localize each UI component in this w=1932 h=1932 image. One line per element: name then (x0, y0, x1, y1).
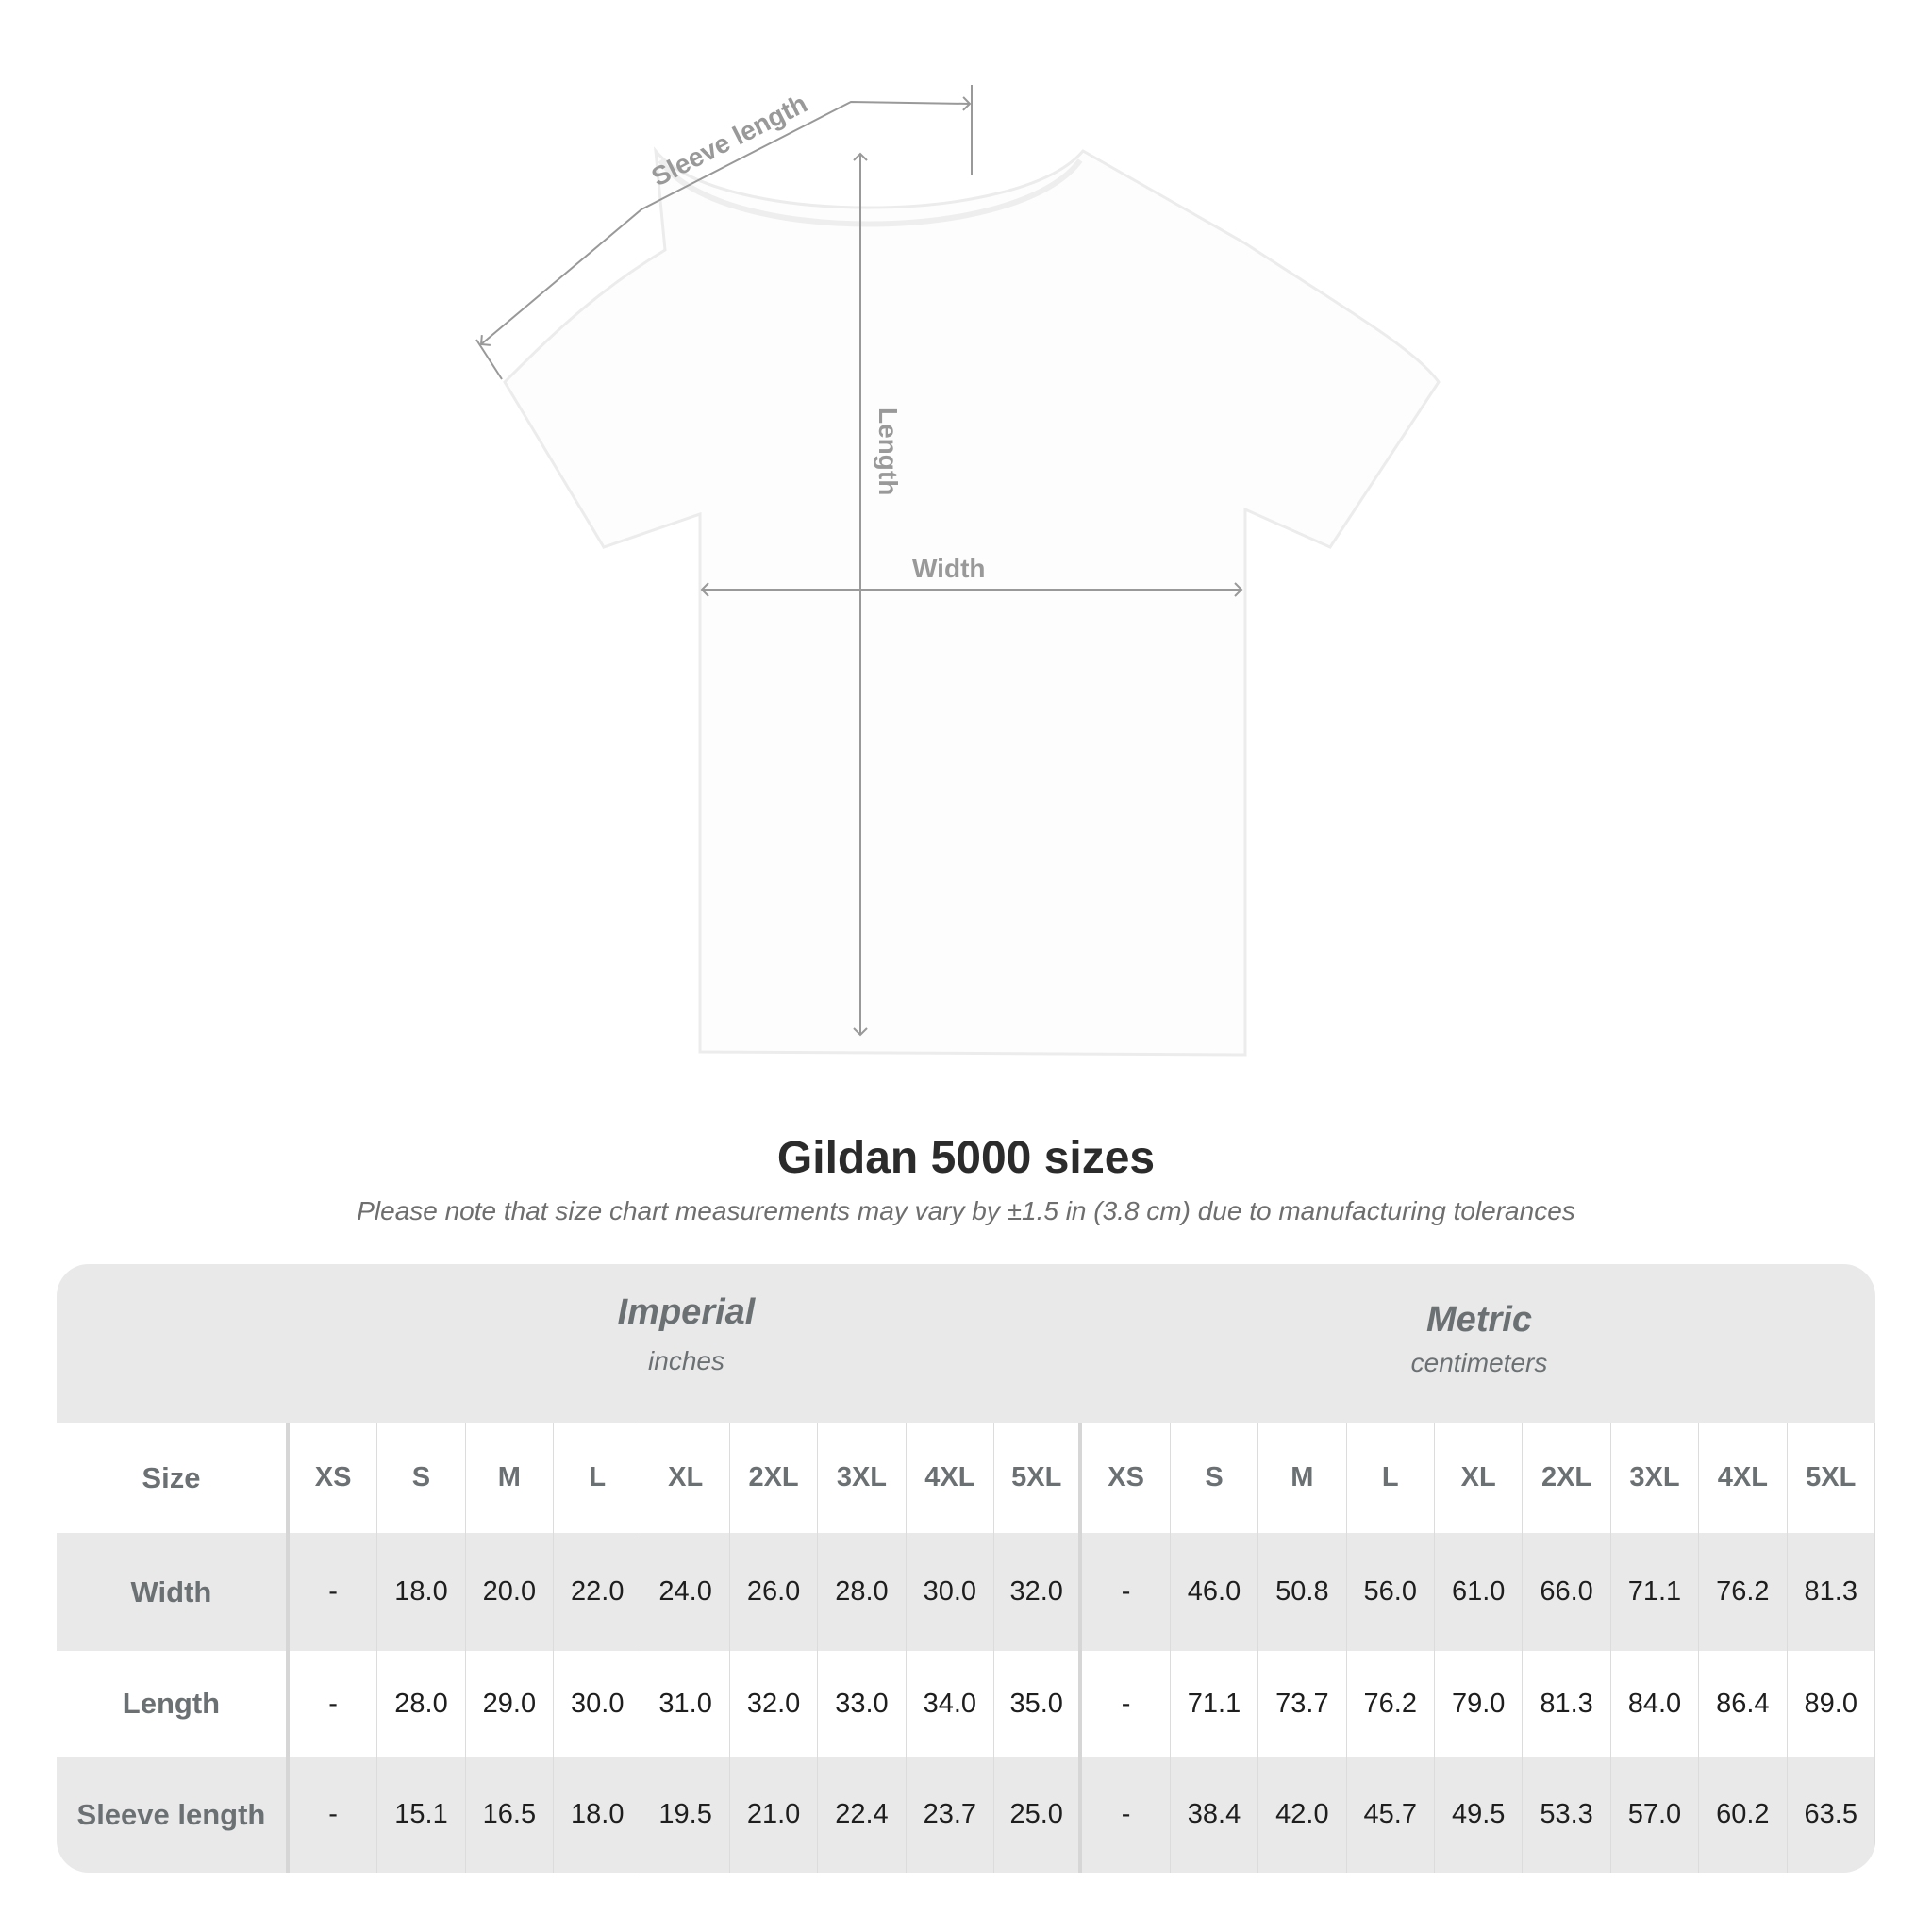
sleeve-length-label: Sleeve length (647, 89, 812, 192)
value-cell-imperial: 28.0 (377, 1651, 466, 1757)
value-cell-metric: 73.7 (1258, 1651, 1347, 1757)
size-header-imperial: 4XL (907, 1423, 995, 1533)
value-cell-metric: 76.2 (1347, 1651, 1435, 1757)
value-cell-imperial: 30.0 (554, 1651, 642, 1757)
value-cell-metric: 71.1 (1611, 1533, 1700, 1651)
value-cell-imperial: 28.0 (818, 1533, 907, 1651)
size-table: Imperial inches Metric centimeters Size X… (57, 1264, 1875, 1873)
value-cell-imperial: 23.7 (907, 1757, 995, 1873)
value-cell-metric: 46.0 (1171, 1533, 1259, 1651)
size-header-metric: L (1347, 1423, 1435, 1533)
value-cell-metric: 56.0 (1347, 1533, 1435, 1651)
value-cell-imperial: 33.0 (818, 1651, 907, 1757)
value-cell-imperial: 19.5 (641, 1757, 730, 1873)
row-label: Width (57, 1533, 290, 1651)
size-header-row: Size XS S M L XL 2XL 3XL 4XL 5XL XS S M L XL 2XL 3XL 4XL 5… (57, 1423, 1875, 1533)
page-title: Gildan 5000 sizes (776, 1133, 1156, 1183)
value-cell-imperial: 18.0 (377, 1533, 466, 1651)
value-cell-metric: - (1082, 1757, 1171, 1873)
imperial-heading: Imperial (617, 1292, 756, 1332)
value-cell-imperial: 32.0 (730, 1651, 819, 1757)
value-cell-metric: 86.4 (1699, 1651, 1788, 1757)
value-cell-imperial: 34.0 (907, 1651, 995, 1757)
value-cell-metric: 79.0 (1435, 1651, 1524, 1757)
row-label: Length (57, 1651, 290, 1757)
table-row: Length -28.0 29.0 30.0 31.0 32.0 33.0 34.0 35.0-… (57, 1651, 1875, 1757)
value-cell-metric: 81.3 (1788, 1533, 1875, 1651)
value-cell-metric: 57.0 (1611, 1757, 1700, 1873)
size-header-metric: 4XL (1699, 1423, 1788, 1533)
tolerance-note: Please note that size chart measurements… (357, 1196, 1575, 1225)
size-header-metric: M (1258, 1423, 1347, 1533)
value-cell-metric: - (1082, 1651, 1171, 1757)
value-cell-imperial: 26.0 (730, 1533, 819, 1651)
width-label: Width (912, 554, 986, 583)
size-header-metric: 5XL (1788, 1423, 1875, 1533)
metric-unit: centimeters (1410, 1348, 1548, 1377)
size-header-metric: 2XL (1523, 1423, 1611, 1533)
value-cell-imperial: - (290, 1757, 378, 1873)
value-cell-imperial: 32.0 (994, 1533, 1083, 1651)
size-header-metric: 3XL (1611, 1423, 1700, 1533)
value-cell-imperial: 30.0 (907, 1533, 995, 1651)
imperial-header: Imperial inches (290, 1292, 1083, 1376)
value-cell-metric: 61.0 (1435, 1533, 1524, 1651)
row-label: Sleeve length (57, 1757, 290, 1873)
value-cell-imperial: 22.4 (818, 1757, 907, 1873)
tshirt-shape (503, 146, 1441, 1057)
value-cell-metric: 84.0 (1611, 1651, 1700, 1757)
value-cell-imperial: 18.0 (554, 1757, 642, 1873)
value-cell-imperial: 29.0 (466, 1651, 555, 1757)
imperial-unit: inches (648, 1346, 724, 1375)
size-header-metric: XL (1435, 1423, 1524, 1533)
value-cell-imperial: 21.0 (730, 1757, 819, 1873)
value-cell-metric: 89.0 (1788, 1651, 1875, 1757)
value-cell-imperial: 16.5 (466, 1757, 555, 1873)
size-header-imperial: XS (290, 1423, 378, 1533)
size-header-imperial: 2XL (730, 1423, 819, 1533)
row-label: Size (57, 1423, 290, 1533)
table-row: Width -18.0 20.0 22.0 24.0 26.0 28.0 30.0 32.0-4… (57, 1533, 1875, 1651)
value-cell-metric: 53.3 (1523, 1757, 1611, 1873)
value-cell-imperial: - (290, 1651, 378, 1757)
value-cell-imperial: 24.0 (641, 1533, 730, 1651)
metric-header: Metric centimeters (1083, 1300, 1875, 1378)
size-header-imperial: 3XL (818, 1423, 907, 1533)
value-cell-metric: - (1082, 1533, 1171, 1651)
value-cell-metric: 49.5 (1435, 1757, 1524, 1873)
value-cell-imperial: 15.1 (377, 1757, 466, 1873)
value-cell-metric: 42.0 (1258, 1757, 1347, 1873)
value-cell-metric: 60.2 (1699, 1757, 1788, 1873)
size-header-metric: S (1171, 1423, 1259, 1533)
length-label: Length (874, 408, 903, 495)
value-cell-imperial: - (290, 1533, 378, 1651)
value-cell-metric: 81.3 (1523, 1651, 1611, 1757)
value-cell-metric: 38.4 (1171, 1757, 1259, 1873)
value-cell-metric: 66.0 (1523, 1533, 1611, 1651)
value-cell-imperial: 31.0 (641, 1651, 730, 1757)
value-cell-metric: 45.7 (1347, 1757, 1435, 1873)
size-header-imperial: 5XL (994, 1423, 1083, 1533)
size-header-imperial: XL (641, 1423, 730, 1533)
value-cell-imperial: 35.0 (994, 1651, 1083, 1757)
metric-heading: Metric (1426, 1300, 1532, 1340)
value-cell-imperial: 25.0 (994, 1757, 1083, 1873)
value-cell-metric: 76.2 (1699, 1533, 1788, 1651)
size-header-metric: XS (1082, 1423, 1171, 1533)
table-row: Sleeve length -15.1 16.5 18.0 19.5 21.0 22.4 23… (57, 1757, 1875, 1873)
value-cell-metric: 63.5 (1788, 1757, 1875, 1873)
value-cell-metric: 71.1 (1171, 1651, 1259, 1757)
size-header-imperial: S (377, 1423, 466, 1533)
value-cell-imperial: 20.0 (466, 1533, 555, 1651)
size-header-imperial: M (466, 1423, 555, 1533)
value-cell-imperial: 22.0 (554, 1533, 642, 1651)
tshirt-diagram: Sleeve length Length Width (475, 85, 1441, 1057)
value-cell-metric: 50.8 (1258, 1533, 1347, 1651)
size-header-imperial: L (554, 1423, 642, 1533)
sleeve-length-line (479, 96, 972, 346)
